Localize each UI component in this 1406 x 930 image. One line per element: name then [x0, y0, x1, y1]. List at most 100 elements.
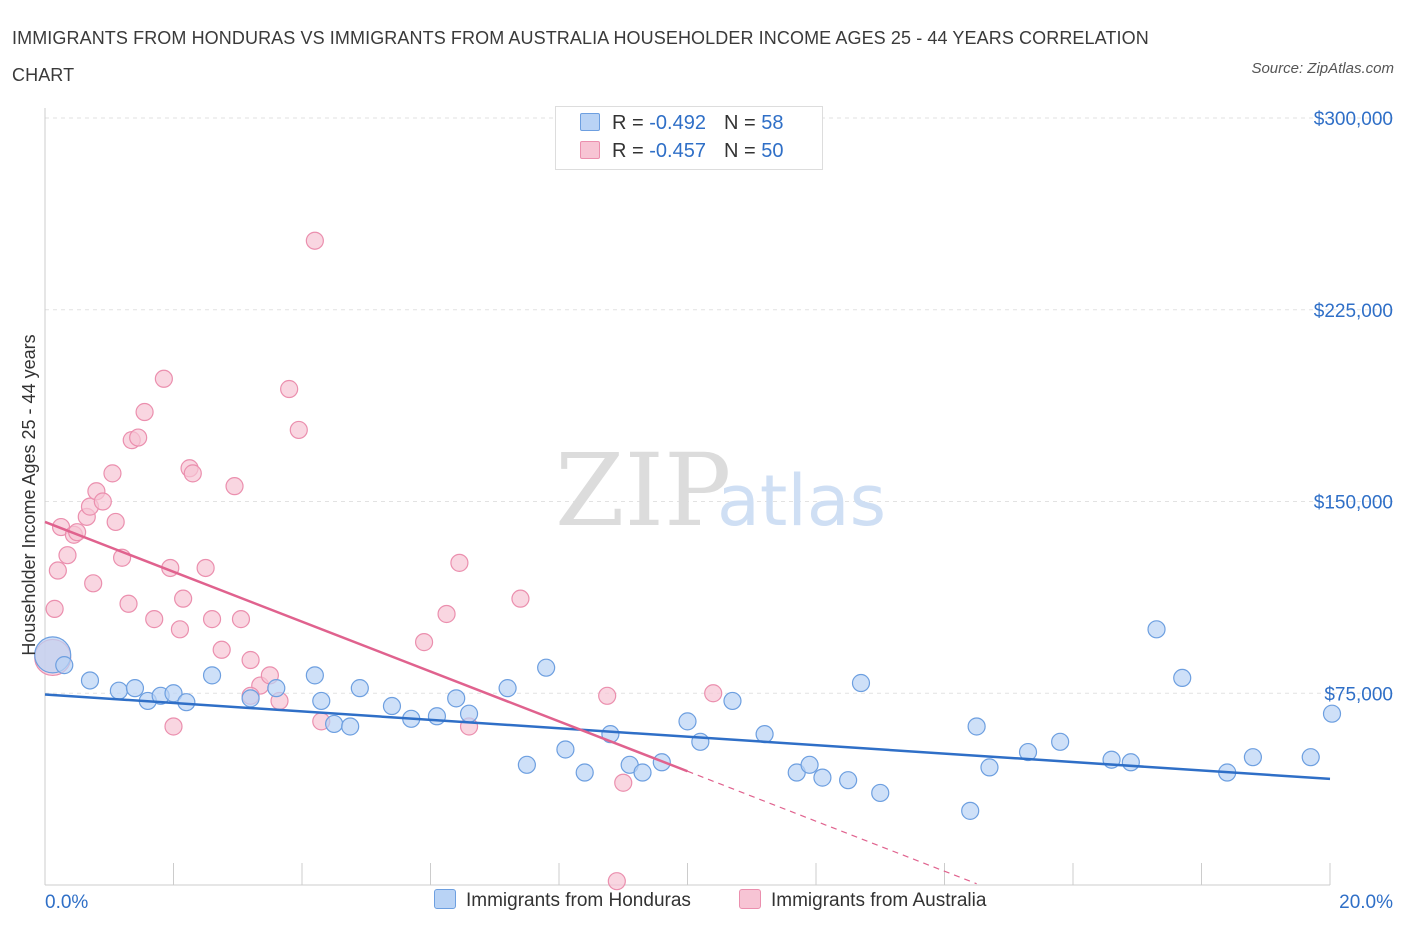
axis-labels: $75,000 $150,000 $225,000 $300,000 0.0% 20.0%… [19, 109, 1393, 913]
honduras-point [633, 763, 652, 782]
x-tick-label: 20.0% [1339, 892, 1393, 913]
r-label: R = [612, 112, 650, 134]
y-axis-title: Householder Income Ages 25 - 44 years [19, 334, 39, 655]
australia-point [614, 773, 633, 792]
australia-point [145, 610, 164, 629]
honduras-point [350, 679, 369, 698]
chart-title: IMMIGRANTS FROM HONDURAS VS IMMIGRANTS F… [12, 28, 1149, 85]
honduras-point [755, 725, 774, 744]
honduras-point [678, 712, 697, 731]
australia-point [164, 717, 183, 736]
australia-swatch [580, 141, 600, 159]
honduras-point [575, 763, 594, 782]
x-tick-label: 0.0% [45, 892, 88, 913]
honduras-swatch [580, 113, 600, 131]
australia-point [106, 512, 125, 532]
legend-item-honduras[interactable]: Immigrants from Honduras [434, 889, 691, 912]
honduras-point [1301, 748, 1320, 767]
honduras-points [34, 620, 1342, 820]
australia-point [414, 633, 434, 652]
australia-point [231, 610, 251, 629]
australia-point [511, 589, 530, 608]
australia-point [704, 684, 723, 703]
australia-point [225, 477, 244, 496]
australia-point [174, 589, 193, 608]
australia-point [119, 594, 138, 613]
honduras-point [427, 707, 447, 726]
australia-point [212, 640, 231, 659]
australia-point [289, 420, 308, 440]
y-tick-label: $225,000 [1314, 301, 1393, 322]
watermark-atlas: atlas [717, 460, 886, 542]
honduras-point [447, 689, 466, 708]
australia-point [202, 610, 222, 629]
honduras-point [312, 691, 331, 711]
honduras-point [305, 666, 324, 685]
honduras-point [691, 732, 710, 751]
honduras-point [1121, 753, 1140, 772]
n-value: 50 [761, 140, 784, 162]
honduras-point [813, 768, 832, 787]
legend-label-australia: Immigrants from Australia [771, 890, 987, 911]
honduras-point [55, 656, 74, 675]
australia-point [607, 872, 626, 891]
honduras-point [202, 666, 222, 685]
australia-point [93, 492, 112, 511]
honduras-point [517, 755, 536, 774]
legend-item-australia[interactable]: Immigrants from Australia [739, 889, 986, 912]
r-value: -0.492 [649, 112, 706, 134]
australia-point [305, 231, 324, 250]
australia-point [154, 369, 173, 388]
honduras-point [325, 714, 344, 734]
n-label: N = [723, 140, 762, 162]
honduras-point [980, 758, 999, 777]
source-label: Source: ZipAtlas.com [1251, 60, 1394, 77]
stats-legend-row-honduras: R = -0.492 N = 58 [580, 112, 783, 138]
trend-lines [44, 520, 1331, 885]
honduras-point [1322, 704, 1342, 723]
honduras-point [80, 671, 100, 690]
australia-point [84, 574, 103, 593]
australia-points [34, 231, 723, 891]
australia-point [170, 620, 190, 639]
watermark: ZIP atlas [555, 432, 886, 549]
n-label: N = [723, 112, 762, 134]
australia-point [450, 553, 469, 572]
honduras-point [1243, 748, 1263, 767]
honduras-point [967, 717, 986, 736]
n-value: 58 [761, 112, 784, 134]
australia-point [48, 561, 67, 580]
australia-point [437, 604, 456, 624]
honduras-point [382, 696, 402, 716]
y-tick-label: $75,000 [1324, 684, 1393, 705]
honduras-point [1051, 732, 1070, 751]
honduras-point [498, 679, 517, 698]
honduras-point [267, 679, 286, 698]
gridlines [45, 117, 1395, 694]
australia-point [45, 599, 64, 618]
honduras-legend-swatch [434, 889, 456, 909]
australia-trend-extension [687, 770, 977, 885]
australia-point [135, 402, 154, 422]
honduras-point [839, 771, 858, 790]
australia-point [103, 464, 122, 483]
honduras-point [723, 691, 742, 711]
honduras-point [341, 717, 360, 736]
honduras-point [1147, 620, 1166, 639]
stats-legend-row-australia: R = -0.457 N = 50 [580, 140, 783, 166]
y-tick-label: $150,000 [1314, 493, 1393, 514]
australia-point [183, 464, 202, 483]
honduras-point [871, 783, 890, 803]
honduras-point [109, 681, 128, 700]
australia-point [241, 650, 260, 670]
axes [44, 108, 1331, 886]
r-label: R = [612, 140, 650, 162]
australia-point [196, 558, 215, 578]
watermark-zip: ZIP [555, 432, 731, 549]
honduras-point [556, 740, 575, 759]
honduras-trend-line [44, 693, 1331, 781]
honduras-point [1018, 742, 1038, 762]
honduras-point [851, 673, 871, 693]
honduras-point [125, 679, 145, 698]
